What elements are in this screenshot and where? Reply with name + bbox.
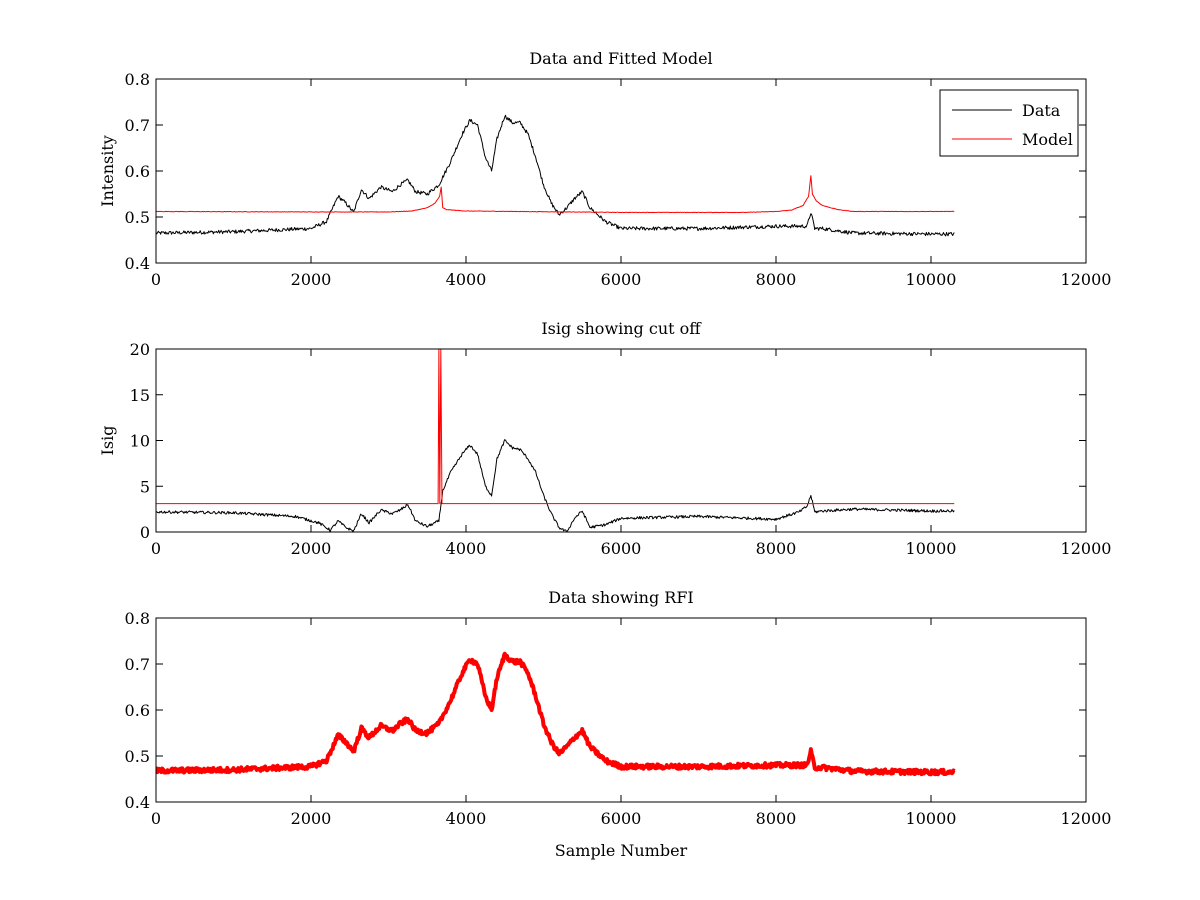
series-line-data	[156, 114, 955, 237]
x-tick-label: 0	[151, 270, 161, 289]
chart-panel-1: 0 2000 4000 6000 8000 10000 12000 0.4 0.5 0.6 0.7 0…	[98, 49, 1111, 289]
x-tick-label: 6000	[601, 809, 642, 828]
x-tick-label: 10000	[906, 270, 957, 289]
y-tick-label: 0.8	[125, 70, 150, 89]
y-tick-label: 0.4	[125, 793, 150, 812]
x-tick-label: 10000	[906, 809, 957, 828]
series-line-1	[156, 439, 955, 532]
x-tick-label: 6000	[601, 539, 642, 558]
x-tick-label: 12000	[1061, 270, 1112, 289]
legend-box	[939, 89, 1079, 157]
x-tick-label: 8000	[756, 270, 797, 289]
legend: Data Model	[939, 89, 1079, 157]
y-tick-label: 0.8	[125, 609, 150, 628]
y-axis-label: Isig	[98, 426, 117, 456]
series-line-1	[156, 651, 956, 777]
y-tick-label: 20	[130, 340, 150, 359]
chart-title: Isig showing cut off	[541, 319, 702, 338]
y-tick-label: 0.6	[125, 162, 150, 181]
x-tick-label: 8000	[756, 809, 797, 828]
x-tick-label: 12000	[1061, 809, 1112, 828]
chart-title: Data and Fitted Model	[529, 49, 712, 68]
x-tick-label: 0	[151, 809, 161, 828]
series-line-2	[156, 349, 955, 505]
chart-title: Data showing RFI	[548, 588, 693, 607]
legend-label-data: Data	[1022, 101, 1061, 120]
y-axis-label: Intensity	[98, 135, 117, 207]
x-tick-label: 4000	[446, 270, 487, 289]
y-tick-label: 0.5	[125, 208, 150, 227]
x-tick-label: 4000	[446, 809, 487, 828]
y-tick-label: 0.4	[125, 254, 150, 273]
y-tick-label: 0.7	[125, 116, 150, 135]
chart-panel-2: 0 2000 4000 6000 8000 10000 12000 0 5 10 15 20 Isig …	[98, 319, 1111, 558]
x-tick-label: 2000	[291, 539, 332, 558]
x-axis-label: Sample Number	[555, 841, 688, 860]
y-tick-label: 0.6	[125, 701, 150, 720]
x-tick-label: 4000	[446, 539, 487, 558]
y-tick-label: 10	[130, 432, 150, 451]
series-line-model	[156, 175, 955, 214]
y-tick-label: 5	[140, 477, 150, 496]
x-tick-label: 10000	[906, 539, 957, 558]
y-tick-label: 0.7	[125, 655, 150, 674]
y-tick-label: 0.5	[125, 747, 150, 766]
legend-label-model: Model	[1022, 130, 1073, 149]
y-tick-label: 15	[130, 386, 150, 405]
x-tick-label: 2000	[291, 809, 332, 828]
chart-panel-3: 0 2000 4000 6000 8000 10000 12000 0.4 0.5 0.6 0.7 0…	[125, 588, 1112, 860]
x-tick-label: 6000	[601, 270, 642, 289]
x-tick-label: 8000	[756, 539, 797, 558]
x-tick-label: 0	[151, 539, 161, 558]
x-tick-label: 12000	[1061, 539, 1112, 558]
x-tick-label: 2000	[291, 270, 332, 289]
y-tick-label: 0	[140, 523, 150, 542]
